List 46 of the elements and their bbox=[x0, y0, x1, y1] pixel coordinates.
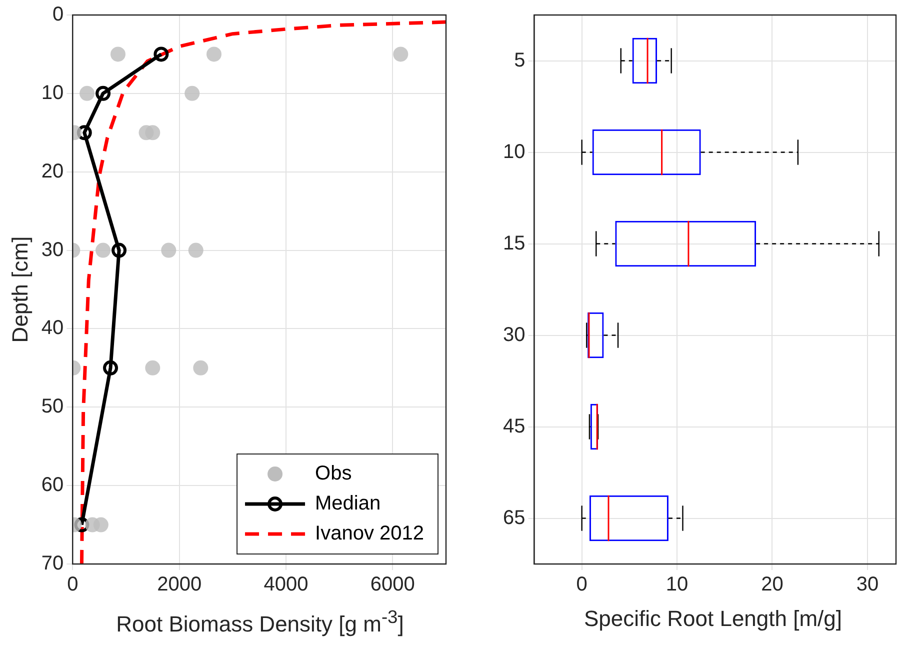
point bbox=[96, 86, 111, 101]
y-tick-label: 40 bbox=[41, 317, 64, 340]
point bbox=[161, 242, 176, 258]
point bbox=[103, 360, 118, 376]
legend-label: Ivanov 2012 bbox=[315, 522, 424, 545]
point bbox=[393, 46, 408, 62]
x-tick-label: 30 bbox=[856, 574, 879, 596]
point bbox=[206, 46, 222, 62]
y-tick-label: 5 bbox=[514, 49, 526, 72]
y-tick-label: 65 bbox=[502, 506, 526, 529]
x-tick-label: 6000 bbox=[370, 574, 415, 596]
x-axis-title: Specific Root Length [m/g] bbox=[582, 606, 844, 632]
y-tick-label: 70 bbox=[41, 552, 64, 575]
legend-label: Obs bbox=[315, 462, 352, 485]
x-tick-label: 2000 bbox=[157, 574, 202, 596]
y-tick-label: 20 bbox=[41, 160, 64, 182]
y-tick-label: 30 bbox=[41, 238, 64, 261]
point bbox=[145, 125, 160, 140]
point bbox=[80, 86, 95, 101]
x-tick-label: 20 bbox=[761, 574, 784, 596]
x-tick-label: 10 bbox=[666, 574, 688, 596]
point bbox=[112, 242, 127, 258]
point bbox=[76, 125, 92, 140]
point bbox=[145, 360, 160, 376]
legend-label: Median bbox=[315, 492, 381, 515]
line-series bbox=[80, 20, 446, 564]
point bbox=[93, 517, 108, 532]
point bbox=[193, 360, 208, 376]
y-tick-label: 10 bbox=[502, 140, 526, 163]
point bbox=[188, 242, 204, 258]
point bbox=[154, 46, 169, 62]
point bbox=[96, 242, 111, 258]
x-axis-title: Root Biomass Density [g m$^{-3}$] bbox=[115, 606, 405, 638]
y-tick-label: 50 bbox=[41, 396, 64, 418]
y-tick-label: 0 bbox=[52, 4, 64, 26]
x-tick-label: 4000 bbox=[264, 574, 308, 596]
point bbox=[184, 86, 200, 101]
x-tick-label: 0 bbox=[576, 574, 588, 596]
y-tick-label: 10 bbox=[41, 82, 64, 104]
point bbox=[110, 46, 126, 62]
y-tick-label: 45 bbox=[502, 415, 526, 438]
y-tick-label: 30 bbox=[502, 324, 526, 346]
y-tick-label: 60 bbox=[41, 474, 64, 496]
y-axis-title: Depth [cm] bbox=[7, 236, 32, 343]
x-tick-label: 0 bbox=[67, 574, 78, 596]
y-tick-label: 15 bbox=[502, 232, 526, 254]
